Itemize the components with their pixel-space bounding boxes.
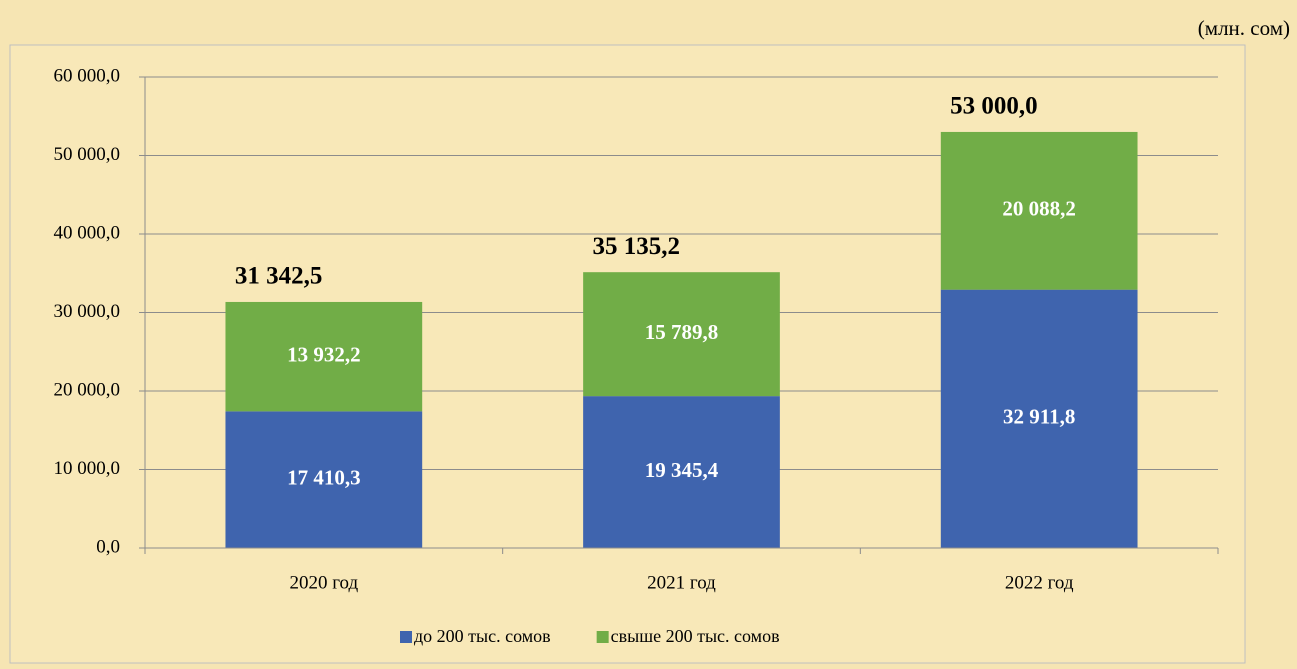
x-tick-label: 2022 год [1005,572,1074,593]
y-tick-label: 10 000,0 [54,458,121,479]
y-tick-label: 30 000,0 [54,301,121,322]
bar-segment [583,272,780,397]
data-label: 13 932,2 [287,342,361,366]
total-label: 53 000,0 [950,93,1038,120]
bar-segment [940,289,1138,548]
y-tick-label: 50 000,0 [54,144,121,165]
y-tick-label: 60 000,0 [54,65,121,86]
bar-segment [940,131,1138,290]
bar-segment [225,411,423,548]
unit-label: (млн. сом) [1198,16,1290,40]
data-label: 15 789,8 [645,320,719,344]
x-tick-label: 2020 год [289,572,358,593]
data-label: 32 911,8 [1003,405,1075,429]
legend-swatch [400,631,412,643]
y-tick-label: 20 000,0 [54,379,121,400]
y-tick-label: 0,0 [96,536,120,557]
data-label: 19 345,4 [645,458,719,482]
bar-segment [225,301,423,412]
data-label: 20 088,2 [1002,197,1076,221]
data-label: 17 410,3 [287,465,361,489]
legend-swatch [596,631,609,643]
legend-label: свыше 200 тыс. сомов [611,626,780,646]
legend-label: до 200 тыс. сомов [414,626,551,646]
bar-segment [583,396,780,548]
total-label: 31 342,5 [235,263,323,290]
y-tick-label: 40 000,0 [54,222,121,243]
x-tick-label: 2021 год [647,572,716,593]
total-label: 35 135,2 [593,233,681,260]
